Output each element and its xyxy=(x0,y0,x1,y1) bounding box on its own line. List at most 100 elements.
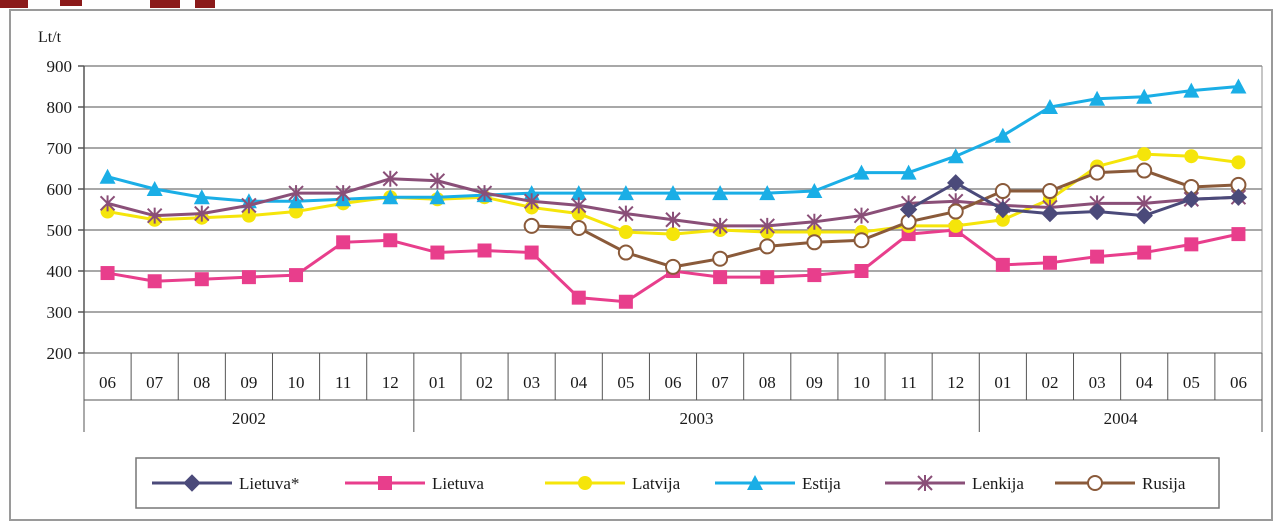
data-point xyxy=(1231,155,1246,170)
data-point xyxy=(1041,99,1058,114)
x-tick-label: 04 xyxy=(1136,373,1154,392)
data-point xyxy=(618,294,633,309)
data-point xyxy=(665,258,681,275)
data-point xyxy=(947,203,964,220)
data-point xyxy=(241,270,256,285)
series-line xyxy=(907,181,1239,218)
data-point xyxy=(1230,78,1247,94)
data-point xyxy=(571,197,587,214)
x-group-label: 2003 xyxy=(680,409,714,428)
legend-entry: Estija xyxy=(715,474,841,493)
data-point xyxy=(288,185,304,202)
data-point xyxy=(759,185,776,201)
x-tick-label: 03 xyxy=(523,373,540,392)
data-point xyxy=(1183,82,1200,98)
chart-frame xyxy=(9,9,1273,521)
data-point xyxy=(806,234,823,251)
data-point xyxy=(759,238,776,255)
y-tick-label: 600 xyxy=(47,180,73,199)
data-point xyxy=(713,270,728,285)
data-point xyxy=(712,185,729,201)
data-point xyxy=(476,185,493,202)
data-point xyxy=(100,266,115,281)
legend-entry: Lenkija xyxy=(885,474,1024,493)
y-tick-label: 700 xyxy=(47,139,73,158)
data-point xyxy=(194,272,209,287)
x-tick-label: 01 xyxy=(429,373,446,392)
data-point xyxy=(1041,183,1058,200)
data-point xyxy=(193,189,210,205)
header-remnant-shape xyxy=(0,0,28,8)
legend-entry: Lietuva* xyxy=(152,474,299,493)
x-tick-label: 03 xyxy=(1089,373,1106,392)
data-point xyxy=(1090,249,1105,264)
data-point xyxy=(617,244,634,261)
legend-marker xyxy=(578,476,592,490)
data-point xyxy=(853,207,870,224)
legend-label: Estija xyxy=(802,474,841,493)
x-tick-label: 09 xyxy=(806,373,823,392)
y-tick-labels: 200 300 400 500 600 700 800 900 xyxy=(47,57,73,363)
data-point xyxy=(854,264,869,278)
data-point xyxy=(994,127,1011,143)
data-point xyxy=(900,164,917,180)
data-point xyxy=(1089,90,1106,106)
data-point xyxy=(1089,164,1106,181)
data-point xyxy=(1136,162,1153,179)
legend-label: Lietuva* xyxy=(239,474,299,493)
data-point xyxy=(760,270,775,285)
legend-label: Latvija xyxy=(632,474,681,493)
y-axis-label: Lt/t xyxy=(38,29,62,46)
x-tick-label: 10 xyxy=(853,373,870,392)
data-point xyxy=(1136,88,1153,104)
x-tick-label: 07 xyxy=(146,373,164,392)
x-tick-label: 07 xyxy=(712,373,730,392)
legend-marker xyxy=(1087,475,1103,491)
data-point xyxy=(1042,255,1057,270)
data-point xyxy=(994,183,1011,200)
data-point xyxy=(383,233,398,248)
legend-marker xyxy=(917,475,933,491)
x-axis: 06 07 08 09 10 11 12 01 02 03 04 05 06 07 08 09 10 11 12 01… xyxy=(83,353,1263,432)
y-tick-label: 400 xyxy=(47,262,73,281)
x-tick-label: 11 xyxy=(335,373,351,392)
data-point xyxy=(571,290,586,305)
data-point xyxy=(241,208,256,223)
data-point xyxy=(194,205,210,222)
series-lietuva xyxy=(899,174,1248,225)
x-group-label: 2004 xyxy=(1104,409,1139,428)
x-tick-label: 02 xyxy=(1041,373,1058,392)
x-tick-label: 10 xyxy=(288,373,305,392)
data-point xyxy=(382,189,399,205)
data-point xyxy=(147,274,162,289)
legend: Lietuva* Lietuva Latvija Estija Lenkija Rusij… xyxy=(135,457,1220,509)
series-group xyxy=(99,78,1248,309)
y-tick-label: 800 xyxy=(47,98,73,117)
data-point xyxy=(1137,245,1152,260)
data-point xyxy=(1137,147,1152,162)
legend-entry: Lietuva xyxy=(345,474,484,493)
x-group-label: 2002 xyxy=(232,409,266,428)
data-point xyxy=(1184,237,1199,252)
data-point xyxy=(1231,227,1246,242)
x-tick-label: 06 xyxy=(1230,373,1247,392)
data-point xyxy=(523,193,540,210)
data-point xyxy=(524,245,539,260)
data-point xyxy=(618,225,633,240)
x-tick-label: 12 xyxy=(382,373,399,392)
data-point xyxy=(666,227,680,242)
data-point xyxy=(994,200,1012,219)
data-point xyxy=(335,185,351,202)
header-remnant-shape xyxy=(150,0,180,8)
data-point xyxy=(382,170,398,187)
legend-marker xyxy=(183,474,201,492)
legend-marker xyxy=(747,475,763,490)
data-point xyxy=(995,257,1010,272)
x-tick-label: 02 xyxy=(476,373,493,392)
legend-label: Lenkija xyxy=(972,474,1024,493)
x-tick-label: 06 xyxy=(99,373,116,392)
data-point xyxy=(241,197,257,214)
data-point xyxy=(899,200,918,219)
